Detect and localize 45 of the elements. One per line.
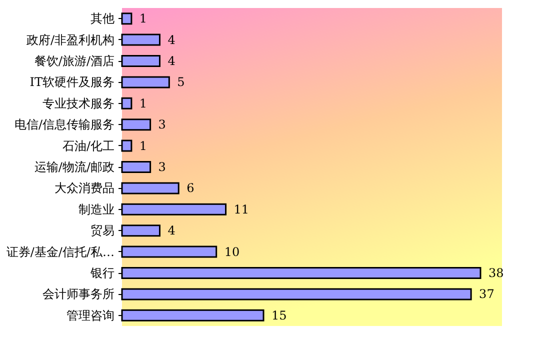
y-tick-label: 石油/化工 (62, 138, 114, 153)
data-label: 1 (139, 96, 148, 110)
data-label: 3 (158, 118, 166, 132)
bar (121, 140, 132, 152)
y-tick-label: 管理咨询 (66, 308, 114, 322)
data-label: 4 (168, 32, 176, 47)
y-tick-label: 运输/物流/邮政 (34, 160, 114, 174)
bar (121, 224, 160, 237)
data-label: 5 (177, 75, 185, 90)
bar (121, 161, 152, 173)
y-tick-label: 证券/基金/信托/私… (6, 244, 114, 259)
bar (121, 246, 218, 258)
data-label: 38 (488, 266, 504, 280)
data-label: 3 (158, 160, 166, 174)
y-tick-label: 会计师事务所 (42, 287, 114, 302)
y-tick-label: 电信/信息传输服务 (14, 118, 114, 132)
bar (121, 34, 160, 46)
bar (121, 55, 160, 67)
bar (121, 76, 170, 88)
bar (121, 12, 132, 25)
y-tick-label: 银行 (90, 266, 114, 280)
bar (121, 309, 264, 322)
data-label: 11 (234, 202, 250, 216)
data-label: 4 (168, 224, 176, 238)
y-tick-label: 餐饮/旅游/酒店 (34, 54, 114, 68)
bar (121, 267, 482, 279)
bar (121, 97, 132, 110)
bar (121, 203, 227, 216)
y-tick-label: 贸易 (90, 224, 114, 238)
data-label: 15 (272, 308, 287, 322)
y-tick-label: 政府/非盈利机构 (26, 32, 114, 47)
data-label: 4 (168, 54, 176, 68)
y-tick-label: 制造业 (78, 202, 114, 216)
data-label: 1 (139, 138, 148, 153)
y-tick-label: IT软硬件及服务 (30, 75, 114, 90)
bar (121, 118, 152, 131)
data-label: 10 (224, 244, 240, 259)
bar (121, 288, 472, 300)
data-label: 6 (186, 181, 194, 196)
y-tick-label: 其他 (90, 12, 114, 26)
data-label: 37 (479, 287, 494, 302)
y-tick-label: 专业技术服务 (42, 96, 114, 110)
bar (121, 182, 180, 194)
data-label: 1 (139, 12, 148, 26)
y-tick-label: 大众消费品 (54, 181, 114, 196)
